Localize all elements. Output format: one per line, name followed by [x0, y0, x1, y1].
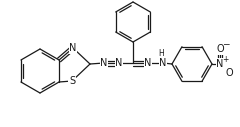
- Text: H: H: [158, 50, 164, 59]
- Text: +: +: [222, 54, 228, 64]
- Text: N: N: [216, 59, 224, 69]
- Text: N: N: [159, 58, 167, 68]
- Text: N: N: [100, 58, 108, 68]
- Text: N: N: [69, 43, 77, 53]
- Text: O: O: [216, 44, 224, 54]
- Text: N: N: [144, 58, 152, 68]
- Text: O: O: [225, 68, 233, 78]
- Text: N: N: [115, 58, 123, 68]
- Text: −: −: [222, 39, 230, 49]
- Text: S: S: [69, 76, 75, 86]
